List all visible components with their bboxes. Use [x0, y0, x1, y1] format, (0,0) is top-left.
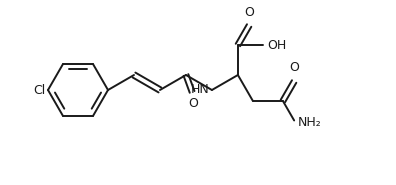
Text: Cl: Cl — [33, 83, 45, 97]
Text: O: O — [244, 6, 254, 18]
Text: NH₂: NH₂ — [298, 116, 322, 129]
Text: O: O — [188, 97, 198, 110]
Text: HN: HN — [191, 83, 210, 95]
Text: O: O — [289, 61, 299, 75]
Text: OH: OH — [267, 38, 287, 51]
